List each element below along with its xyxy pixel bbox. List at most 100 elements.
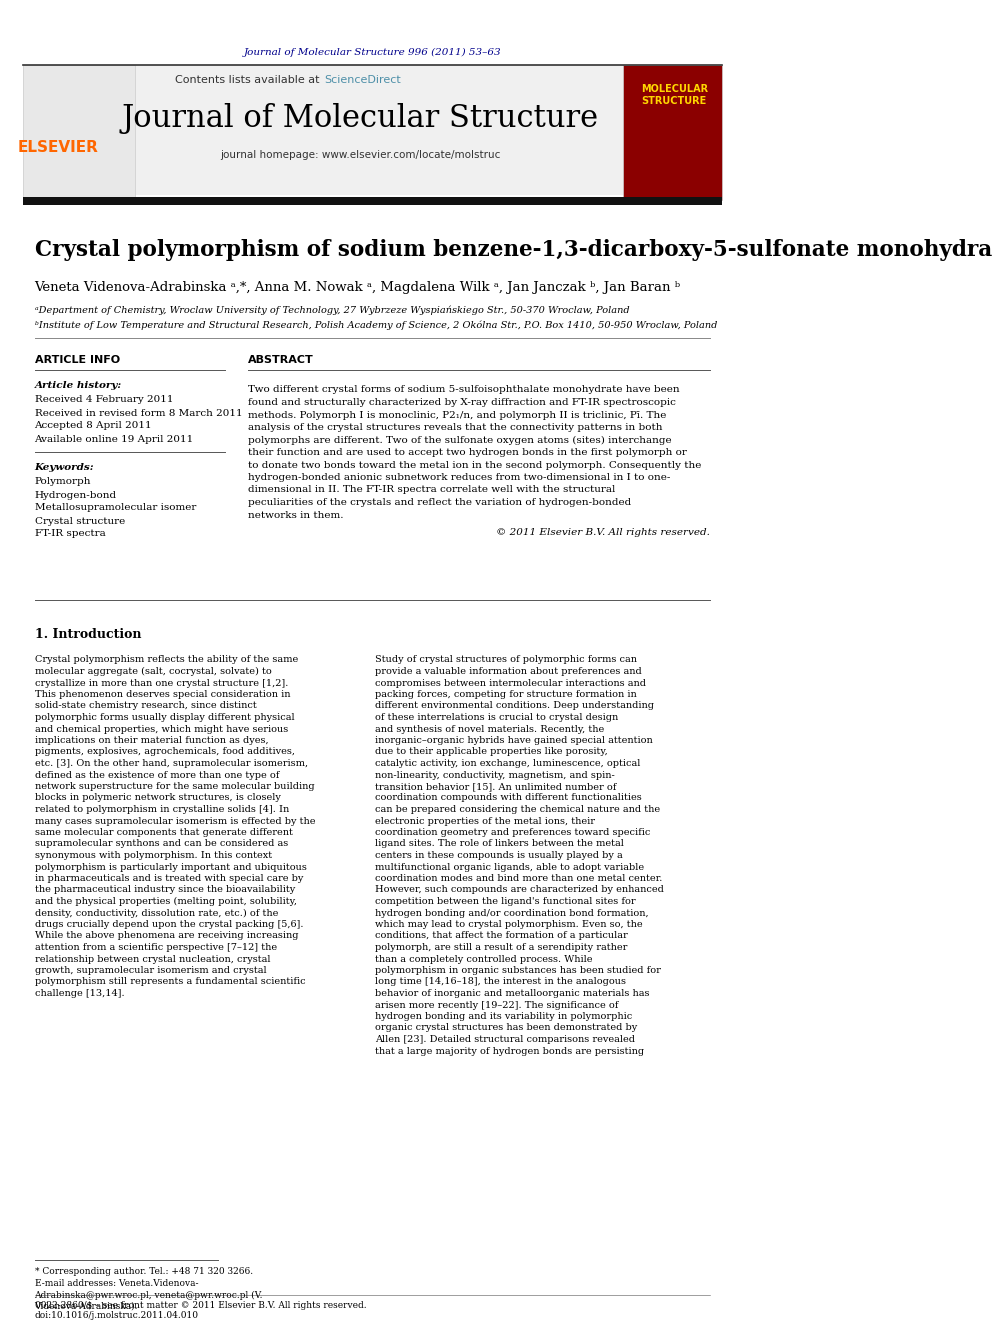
Text: blocks in polymeric network structures, is closely: blocks in polymeric network structures, … bbox=[35, 794, 281, 803]
Text: solid-state chemistry research, since distinct: solid-state chemistry research, since di… bbox=[35, 701, 256, 710]
Text: catalytic activity, ion exchange, luminescence, optical: catalytic activity, ion exchange, lumine… bbox=[375, 759, 641, 767]
Text: journal homepage: www.elsevier.com/locate/molstruc: journal homepage: www.elsevier.com/locat… bbox=[220, 149, 500, 160]
Text: 0022-2860/$ – see front matter © 2011 Elsevier B.V. All rights reserved.: 0022-2860/$ – see front matter © 2011 El… bbox=[35, 1301, 366, 1310]
Text: arisen more recently [19–22]. The significance of: arisen more recently [19–22]. The signif… bbox=[375, 1000, 619, 1009]
Text: While the above phenomena are receiving increasing: While the above phenomena are receiving … bbox=[35, 931, 298, 941]
Text: hydrogen bonding and its variability in polymorphic: hydrogen bonding and its variability in … bbox=[375, 1012, 633, 1021]
Text: Received 4 February 2011: Received 4 February 2011 bbox=[35, 396, 173, 405]
Text: implications on their material function as dyes,: implications on their material function … bbox=[35, 736, 268, 745]
Text: coordination geometry and preferences toward specific: coordination geometry and preferences to… bbox=[375, 828, 651, 837]
Text: centers in these compounds is usually played by a: centers in these compounds is usually pl… bbox=[375, 851, 623, 860]
Text: analysis of the crystal structures reveals that the connectivity patterns in bot: analysis of the crystal structures revea… bbox=[248, 423, 662, 433]
Text: Available online 19 April 2011: Available online 19 April 2011 bbox=[35, 434, 193, 443]
Text: © 2011 Elsevier B.V. All rights reserved.: © 2011 Elsevier B.V. All rights reserved… bbox=[496, 528, 710, 537]
Text: drugs crucially depend upon the crystal packing [5,6].: drugs crucially depend upon the crystal … bbox=[35, 919, 303, 929]
Text: can be prepared considering the chemical nature and the: can be prepared considering the chemical… bbox=[375, 804, 661, 814]
Text: the pharmaceutical industry since the bioavailability: the pharmaceutical industry since the bi… bbox=[35, 885, 295, 894]
Text: Journal of Molecular Structure 996 (2011) 53–63: Journal of Molecular Structure 996 (2011… bbox=[243, 48, 501, 57]
Text: due to their applicable properties like porosity,: due to their applicable properties like … bbox=[375, 747, 608, 757]
Text: which may lead to crystal polymorphism. Even so, the: which may lead to crystal polymorphism. … bbox=[375, 919, 643, 929]
Text: Metallosupramolecular isomer: Metallosupramolecular isomer bbox=[35, 504, 195, 512]
Text: However, such compounds are characterized by enhanced: However, such compounds are characterize… bbox=[375, 885, 664, 894]
Text: non-linearity, conductivity, magnetism, and spin-: non-linearity, conductivity, magnetism, … bbox=[375, 770, 615, 779]
Text: coordination modes and bind more than one metal center.: coordination modes and bind more than on… bbox=[375, 875, 663, 882]
Text: defined as the existence of more than one type of: defined as the existence of more than on… bbox=[35, 770, 279, 779]
Text: Crystal polymorphism of sodium benzene-1,3-dicarboxy-5-sulfonate monohydrate: Crystal polymorphism of sodium benzene-1… bbox=[35, 239, 992, 261]
Text: polymorphism is particularly important and ubiquitous: polymorphism is particularly important a… bbox=[35, 863, 307, 872]
FancyBboxPatch shape bbox=[23, 65, 722, 194]
Text: polymorphism in organic substances has been studied for: polymorphism in organic substances has b… bbox=[375, 966, 661, 975]
Text: Allen [23]. Detailed structural comparisons revealed: Allen [23]. Detailed structural comparis… bbox=[375, 1035, 635, 1044]
Text: network superstructure for the same molecular building: network superstructure for the same mole… bbox=[35, 782, 314, 791]
Text: Study of crystal structures of polymorphic forms can: Study of crystal structures of polymorph… bbox=[375, 655, 637, 664]
Text: competition between the ligand's functional sites for: competition between the ligand's functio… bbox=[375, 897, 636, 906]
Text: long time [14,16–18], the interest in the analogous: long time [14,16–18], the interest in th… bbox=[375, 978, 626, 987]
Text: their function and are used to accept two hydrogen bonds in the first polymorph : their function and are used to accept tw… bbox=[248, 448, 686, 456]
Text: that a large majority of hydrogen bonds are persisting: that a large majority of hydrogen bonds … bbox=[375, 1046, 645, 1056]
Text: ᵇInstitute of Low Temperature and Structural Research, Polish Academy of Science: ᵇInstitute of Low Temperature and Struct… bbox=[35, 320, 717, 329]
Text: compromises between intermolecular interactions and: compromises between intermolecular inter… bbox=[375, 679, 646, 688]
Text: related to polymorphism in crystalline solids [4]. In: related to polymorphism in crystalline s… bbox=[35, 804, 289, 814]
Text: synonymous with polymorphism. In this context: synonymous with polymorphism. In this co… bbox=[35, 851, 272, 860]
Text: challenge [13,14].: challenge [13,14]. bbox=[35, 990, 124, 998]
Text: in pharmaceuticals and is treated with special care by: in pharmaceuticals and is treated with s… bbox=[35, 875, 303, 882]
Text: doi:10.1016/j.molstruc.2011.04.010: doi:10.1016/j.molstruc.2011.04.010 bbox=[35, 1311, 198, 1319]
Text: ligand sites. The role of linkers between the metal: ligand sites. The role of linkers betwee… bbox=[375, 840, 624, 848]
Text: crystallize in more than one crystal structure [1,2].: crystallize in more than one crystal str… bbox=[35, 679, 288, 688]
Text: Article history:: Article history: bbox=[35, 381, 122, 389]
Text: hydrogen bonding and/or coordination bond formation,: hydrogen bonding and/or coordination bon… bbox=[375, 909, 649, 917]
Text: multifunctional organic ligands, able to adopt variable: multifunctional organic ligands, able to… bbox=[375, 863, 645, 872]
Text: found and structurally characterized by X-ray diffraction and FT-IR spectroscopi: found and structurally characterized by … bbox=[248, 398, 676, 407]
Text: ScienceDirect: ScienceDirect bbox=[324, 75, 401, 85]
Text: behavior of inorganic and metalloorganic materials has: behavior of inorganic and metalloorganic… bbox=[375, 990, 650, 998]
Text: supramolecular synthons and can be considered as: supramolecular synthons and can be consi… bbox=[35, 840, 288, 848]
Text: This phenomenon deserves special consideration in: This phenomenon deserves special conside… bbox=[35, 691, 290, 699]
Text: many cases supramolecular isomerism is effected by the: many cases supramolecular isomerism is e… bbox=[35, 816, 315, 826]
Text: polymorphic forms usually display different physical: polymorphic forms usually display differ… bbox=[35, 713, 295, 722]
Text: ABSTRACT: ABSTRACT bbox=[248, 355, 313, 365]
Text: MOLECULAR
STRUCTURE: MOLECULAR STRUCTURE bbox=[642, 85, 708, 106]
Text: to donate two bonds toward the metal ion in the second polymorph. Consequently t: to donate two bonds toward the metal ion… bbox=[248, 460, 701, 470]
Text: Adrabinska@pwr.wroc.pl, veneta@pwr.wroc.pl (V.: Adrabinska@pwr.wroc.pl, veneta@pwr.wroc.… bbox=[35, 1290, 263, 1299]
Text: networks in them.: networks in them. bbox=[248, 511, 343, 520]
Text: ᵃDepartment of Chemistry, Wroclaw University of Technology, 27 Wybrzeze Wyspiańs: ᵃDepartment of Chemistry, Wroclaw Univer… bbox=[35, 306, 629, 315]
Text: Hydrogen-bond: Hydrogen-bond bbox=[35, 491, 117, 500]
Text: Keywords:: Keywords: bbox=[35, 463, 94, 472]
Text: hydrogen-bonded anionic subnetwork reduces from two-dimensional in I to one-: hydrogen-bonded anionic subnetwork reduc… bbox=[248, 474, 670, 482]
Text: peculiarities of the crystals and reflect the variation of hydrogen-bonded: peculiarities of the crystals and reflec… bbox=[248, 497, 631, 507]
Text: provide a valuable information about preferences and: provide a valuable information about pre… bbox=[375, 667, 642, 676]
Bar bbox=[23, 65, 135, 200]
Bar bbox=[23, 197, 722, 205]
Text: of these interrelations is crucial to crystal design: of these interrelations is crucial to cr… bbox=[375, 713, 618, 722]
Text: attention from a scientific perspective [7–12] the: attention from a scientific perspective … bbox=[35, 943, 277, 953]
Text: polymorph, are still a result of a serendipity rather: polymorph, are still a result of a seren… bbox=[375, 943, 628, 953]
Text: E-mail addresses: Veneta.Videnova-: E-mail addresses: Veneta.Videnova- bbox=[35, 1279, 198, 1289]
Text: conditions, that affect the formation of a particular: conditions, that affect the formation of… bbox=[375, 931, 628, 941]
Text: transition behavior [15]. An unlimited number of: transition behavior [15]. An unlimited n… bbox=[375, 782, 617, 791]
Text: Polymorph: Polymorph bbox=[35, 478, 91, 487]
Text: Accepted 8 April 2011: Accepted 8 April 2011 bbox=[35, 422, 152, 430]
Text: pigments, explosives, agrochemicals, food additives,: pigments, explosives, agrochemicals, foo… bbox=[35, 747, 295, 757]
Text: growth, supramolecular isomerism and crystal: growth, supramolecular isomerism and cry… bbox=[35, 966, 266, 975]
Text: Journal of Molecular Structure: Journal of Molecular Structure bbox=[122, 102, 599, 134]
Text: polymorphs are different. Two of the sulfonate oxygen atoms (sites) interchange: polymorphs are different. Two of the sul… bbox=[248, 435, 672, 445]
Text: polymorphism still represents a fundamental scientific: polymorphism still represents a fundamen… bbox=[35, 978, 306, 987]
Text: density, conductivity, dissolution rate, etc.) of the: density, conductivity, dissolution rate,… bbox=[35, 909, 278, 918]
Text: inorganic–organic hybrids have gained special attention: inorganic–organic hybrids have gained sp… bbox=[375, 736, 653, 745]
Text: Crystal polymorphism reflects the ability of the same: Crystal polymorphism reflects the abilit… bbox=[35, 655, 298, 664]
Text: Contents lists available at: Contents lists available at bbox=[175, 75, 322, 85]
Text: coordination compounds with different functionalities: coordination compounds with different fu… bbox=[375, 794, 642, 803]
Text: ARTICLE INFO: ARTICLE INFO bbox=[35, 355, 120, 365]
Text: packing forces, competing for structure formation in: packing forces, competing for structure … bbox=[375, 691, 637, 699]
Text: organic crystal structures has been demonstrated by: organic crystal structures has been demo… bbox=[375, 1024, 638, 1032]
Text: and chemical properties, which might have serious: and chemical properties, which might hav… bbox=[35, 725, 288, 733]
Text: ELSEVIER: ELSEVIER bbox=[18, 140, 99, 156]
Text: Two different crystal forms of sodium 5-sulfoisophthalate monohydrate have been: Two different crystal forms of sodium 5-… bbox=[248, 385, 680, 394]
Text: dimensional in II. The FT-IR spectra correlate well with the structural: dimensional in II. The FT-IR spectra cor… bbox=[248, 486, 615, 495]
Text: than a completely controlled process. While: than a completely controlled process. Wh… bbox=[375, 954, 592, 963]
Text: different environmental conditions. Deep understanding: different environmental conditions. Deep… bbox=[375, 701, 654, 710]
Text: Crystal structure: Crystal structure bbox=[35, 516, 125, 525]
Text: Received in revised form 8 March 2011: Received in revised form 8 March 2011 bbox=[35, 409, 242, 418]
Text: and synthesis of novel materials. Recently, the: and synthesis of novel materials. Recent… bbox=[375, 725, 604, 733]
Text: electronic properties of the metal ions, their: electronic properties of the metal ions,… bbox=[375, 816, 595, 826]
